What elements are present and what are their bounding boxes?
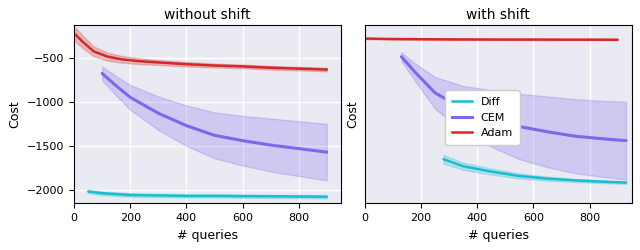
X-axis label: # queries: # queries xyxy=(468,229,529,242)
Y-axis label: Cost: Cost xyxy=(346,100,360,128)
Y-axis label: Cost: Cost xyxy=(8,100,21,128)
Legend: Diff, CEM, Adam: Diff, CEM, Adam xyxy=(445,90,520,145)
Title: with shift: with shift xyxy=(467,8,531,22)
X-axis label: # queries: # queries xyxy=(177,229,238,242)
Title: without shift: without shift xyxy=(164,8,251,22)
